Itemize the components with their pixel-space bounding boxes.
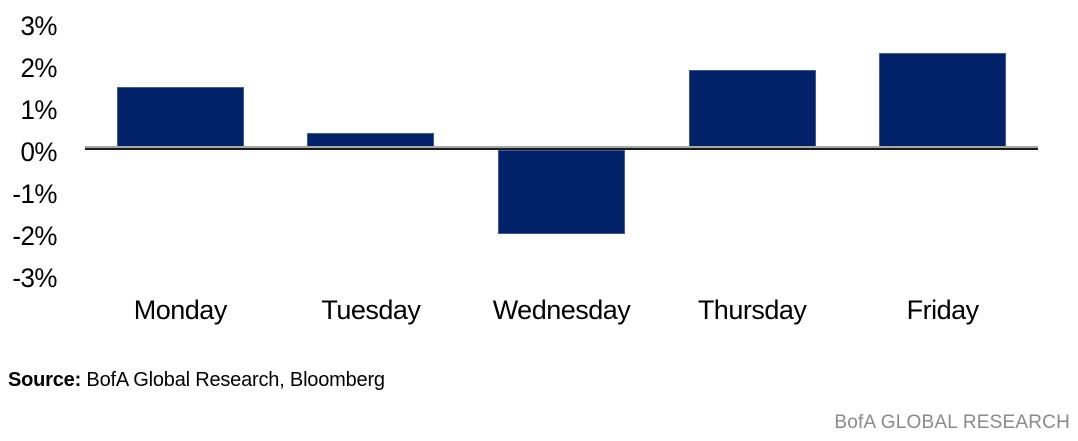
- zero-axis-line: [85, 146, 1038, 150]
- ytick-label-3pct: 3%: [20, 11, 57, 41]
- xlabel-monday: Monday: [133, 295, 228, 325]
- ytick-label--3pct: -3%: [12, 263, 58, 293]
- ytick-label-0pct: 0%: [20, 137, 57, 167]
- brand-footer: BofA GLOBAL RESEARCH: [834, 412, 1070, 433]
- xlabel-thursday: Thursday: [697, 295, 807, 325]
- bar-wednesday: [498, 150, 625, 234]
- source-label: Source:: [8, 369, 82, 391]
- xlabel-tuesday: Tuesday: [321, 295, 421, 325]
- bar-monday: [116, 87, 244, 150]
- source-note: Source: BofA Global Research, Bloomberg: [8, 368, 385, 392]
- ytick-label-1pct: 1%: [20, 95, 57, 125]
- xlabel-wednesday: Wednesday: [492, 295, 631, 325]
- ytick-label-2pct: 2%: [20, 53, 57, 83]
- ytick-label--2pct: -2%: [12, 221, 58, 251]
- bar-friday: [879, 53, 1007, 150]
- source-text: BofA Global Research, Bloomberg: [81, 369, 385, 391]
- ytick-label--1pct: -1%: [12, 179, 58, 209]
- xlabel-friday: Friday: [906, 295, 980, 325]
- bar-thursday: [688, 70, 816, 150]
